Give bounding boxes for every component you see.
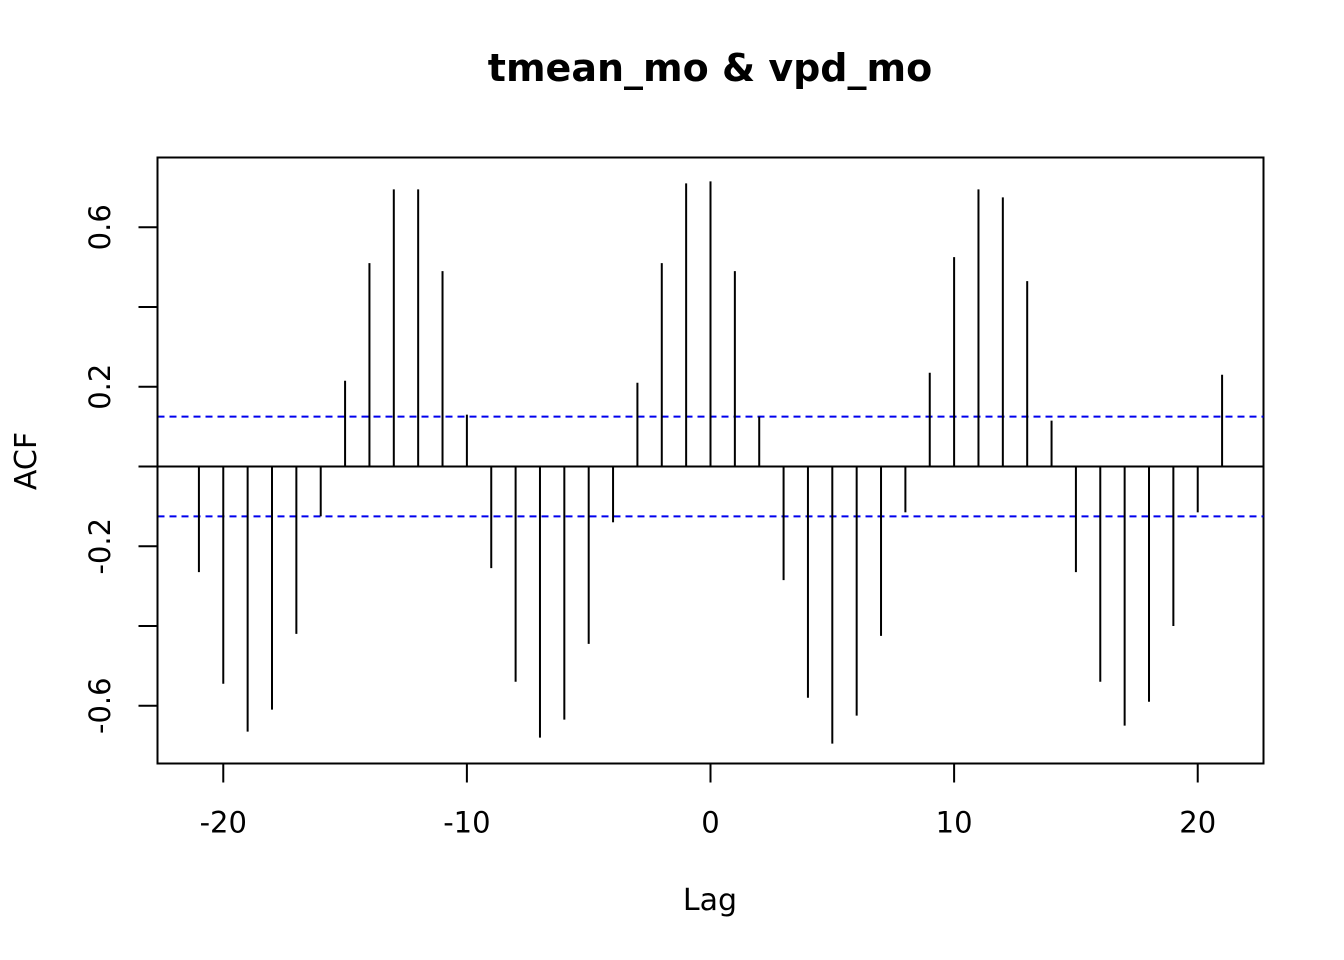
x-tick-label: 20 — [1179, 806, 1216, 840]
chart-title: tmean_mo & vpd_mo — [488, 46, 932, 90]
y-tick-label: -0.6 — [83, 677, 117, 734]
x-tick-label: -10 — [443, 806, 490, 840]
x-tick-label: 10 — [936, 806, 973, 840]
x-axis-label: Lag — [683, 883, 737, 918]
y-tick-label: -0.2 — [83, 518, 117, 575]
y-axis-label: ACF — [9, 432, 44, 490]
y-axis: -0.6 -0.2 0.2 0.6 — [83, 204, 159, 734]
x-tick-label: 0 — [701, 806, 719, 840]
plot-area — [157, 181, 1264, 744]
x-tick-label: -20 — [200, 806, 247, 840]
y-tick-label: 0.2 — [83, 364, 117, 410]
y-tick-label: 0.6 — [83, 204, 117, 250]
x-axis: -20 -10 0 10 20 — [200, 762, 1216, 840]
